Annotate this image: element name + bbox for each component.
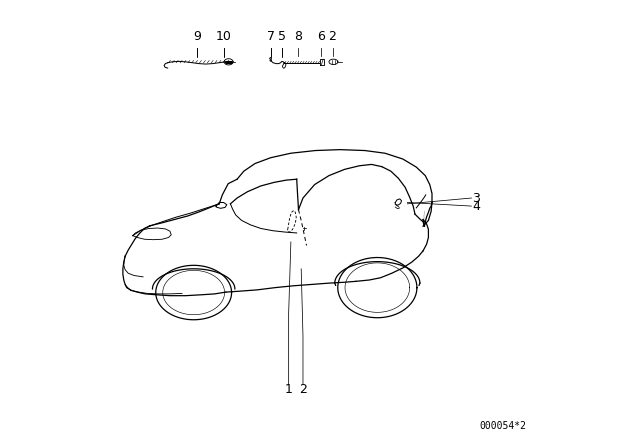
Text: 8: 8 [294,30,303,43]
Text: 10: 10 [216,30,232,43]
Text: 9: 9 [193,30,201,43]
Text: 2: 2 [299,383,307,396]
Text: 4: 4 [472,199,480,213]
Text: 6: 6 [317,30,325,43]
Text: 000054*2: 000054*2 [479,421,526,431]
Text: 3: 3 [472,191,480,205]
Text: 2: 2 [328,30,337,43]
Text: 5: 5 [278,30,286,43]
Text: 1: 1 [285,383,292,396]
Text: 7: 7 [267,30,275,43]
